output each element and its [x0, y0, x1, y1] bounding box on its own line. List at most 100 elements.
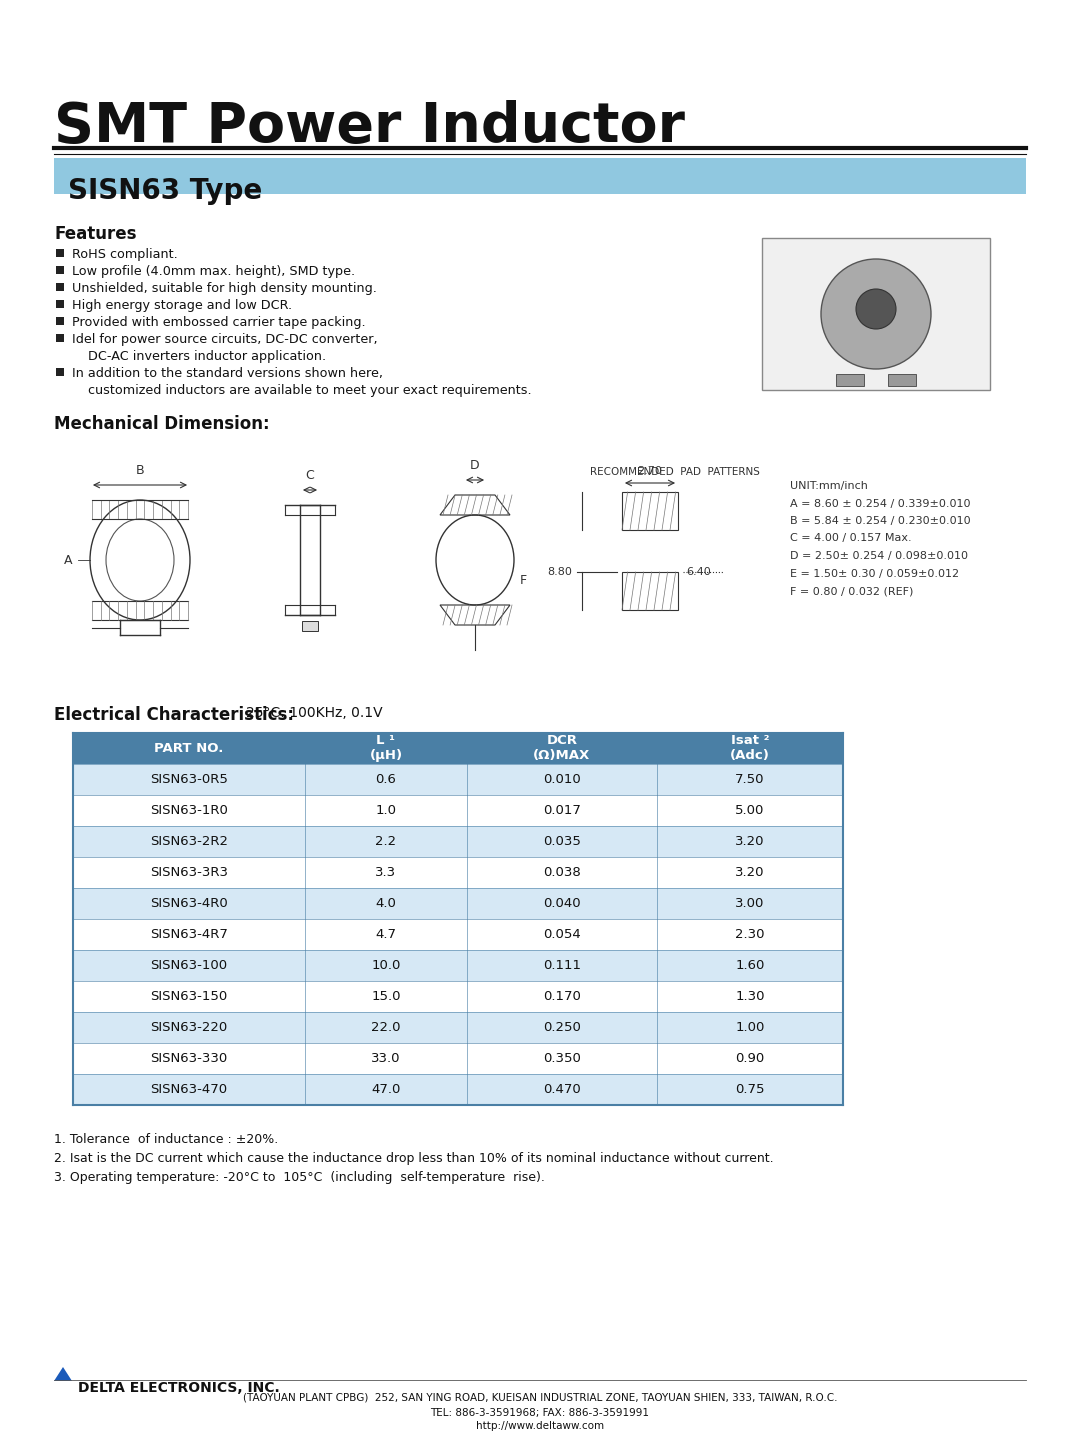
- Text: 2.30: 2.30: [735, 928, 765, 940]
- Text: 0.111: 0.111: [543, 959, 581, 972]
- Text: A = 8.60 ± 0.254 / 0.339±0.010: A = 8.60 ± 0.254 / 0.339±0.010: [789, 499, 971, 509]
- Text: Isat ²
(Adc): Isat ² (Adc): [730, 735, 770, 762]
- FancyBboxPatch shape: [73, 919, 843, 951]
- Text: RECOMMENDED  PAD  PATTERNS: RECOMMENDED PAD PATTERNS: [590, 467, 760, 477]
- Text: 10.0: 10.0: [372, 959, 401, 972]
- Text: In addition to the standard versions shown here,: In addition to the standard versions sho…: [72, 367, 383, 380]
- Text: SISN63-2R2: SISN63-2R2: [150, 835, 228, 848]
- Text: PART NO.: PART NO.: [154, 742, 224, 755]
- Text: 25°C: 100KHz, 0.1V: 25°C: 100KHz, 0.1V: [246, 706, 382, 720]
- Text: 2. Isat is the DC current which cause the inductance drop less than 10% of its n: 2. Isat is the DC current which cause th…: [54, 1152, 773, 1165]
- Text: 3.20: 3.20: [735, 866, 765, 879]
- FancyBboxPatch shape: [73, 1074, 843, 1104]
- Text: 2.70: 2.70: [637, 466, 662, 476]
- Text: 4.0: 4.0: [376, 897, 396, 910]
- Text: 1.60: 1.60: [735, 959, 765, 972]
- Text: 0.035: 0.035: [543, 835, 581, 848]
- Text: 5.00: 5.00: [735, 804, 765, 817]
- Text: 0.038: 0.038: [543, 866, 581, 879]
- FancyBboxPatch shape: [56, 301, 64, 308]
- FancyBboxPatch shape: [56, 334, 64, 342]
- Text: C: C: [306, 469, 314, 482]
- Text: A: A: [64, 554, 72, 567]
- Text: SMT Power Inductor: SMT Power Inductor: [54, 101, 685, 154]
- Text: SISN63-100: SISN63-100: [150, 959, 228, 972]
- Text: 0.470: 0.470: [543, 1083, 581, 1096]
- Text: High energy storage and low DCR.: High energy storage and low DCR.: [72, 299, 292, 312]
- FancyBboxPatch shape: [56, 368, 64, 375]
- Text: Features: Features: [54, 224, 136, 243]
- Text: 3.00: 3.00: [735, 897, 765, 910]
- Text: 1. Tolerance  of inductance : ±20%.: 1. Tolerance of inductance : ±20%.: [54, 1133, 279, 1146]
- Text: 3.20: 3.20: [735, 835, 765, 848]
- Text: 0.040: 0.040: [543, 897, 581, 910]
- Text: SISN63-4R0: SISN63-4R0: [150, 897, 228, 910]
- Text: 33.0: 33.0: [372, 1053, 401, 1066]
- Text: (TAOYUAN PLANT CPBG)  252, SAN YING ROAD, KUEISAN INDUSTRIAL ZONE, TAOYUAN SHIEN: (TAOYUAN PLANT CPBG) 252, SAN YING ROAD,…: [243, 1393, 837, 1403]
- FancyBboxPatch shape: [56, 283, 64, 290]
- Text: SISN63-330: SISN63-330: [150, 1053, 228, 1066]
- Text: F = 0.80 / 0.032 (REF): F = 0.80 / 0.032 (REF): [789, 587, 914, 595]
- Polygon shape: [54, 1368, 72, 1380]
- Text: SISN63-4R7: SISN63-4R7: [150, 928, 228, 940]
- Text: SISN63-1R0: SISN63-1R0: [150, 804, 228, 817]
- Text: 0.010: 0.010: [543, 774, 581, 787]
- FancyBboxPatch shape: [73, 889, 843, 919]
- Text: 2.2: 2.2: [376, 835, 396, 848]
- FancyBboxPatch shape: [73, 733, 843, 764]
- Text: 47.0: 47.0: [372, 1083, 401, 1096]
- Text: http://www.deltaww.com: http://www.deltaww.com: [476, 1421, 604, 1431]
- Text: Idel for power source circuits, DC-DC converter,: Idel for power source circuits, DC-DC co…: [72, 334, 378, 347]
- Text: C = 4.00 / 0.157 Max.: C = 4.00 / 0.157 Max.: [789, 533, 912, 544]
- FancyBboxPatch shape: [73, 951, 843, 981]
- Text: UNIT:mm/inch: UNIT:mm/inch: [789, 480, 868, 490]
- Text: SISN63-3R3: SISN63-3R3: [150, 866, 228, 879]
- Text: SISN63-0R5: SISN63-0R5: [150, 774, 228, 787]
- FancyBboxPatch shape: [73, 1043, 843, 1074]
- Text: 8.80: 8.80: [548, 567, 572, 577]
- Text: SISN63-150: SISN63-150: [150, 989, 228, 1002]
- Text: 3. Operating temperature: -20°C to  105°C  (including  self-temperature  rise).: 3. Operating temperature: -20°C to 105°C…: [54, 1171, 545, 1183]
- Text: D: D: [470, 459, 480, 472]
- Text: Mechanical Dimension:: Mechanical Dimension:: [54, 416, 270, 433]
- Text: L ¹
(μH): L ¹ (μH): [369, 735, 403, 762]
- FancyBboxPatch shape: [73, 857, 843, 889]
- Text: SISN63-220: SISN63-220: [150, 1021, 228, 1034]
- FancyBboxPatch shape: [762, 239, 990, 390]
- Text: B: B: [136, 464, 145, 477]
- Text: B = 5.84 ± 0.254 / 0.230±0.010: B = 5.84 ± 0.254 / 0.230±0.010: [789, 516, 971, 526]
- Text: customized inductors are available to meet your exact requirements.: customized inductors are available to me…: [87, 384, 531, 397]
- Text: 0.75: 0.75: [735, 1083, 765, 1096]
- Text: DCR
(Ω)MAX: DCR (Ω)MAX: [534, 735, 591, 762]
- Text: Unshielded, suitable for high density mounting.: Unshielded, suitable for high density mo…: [72, 282, 377, 295]
- Text: TEL: 886-3-3591968; FAX: 886-3-3591991: TEL: 886-3-3591968; FAX: 886-3-3591991: [431, 1408, 649, 1418]
- Text: Low profile (4.0mm max. height), SMD type.: Low profile (4.0mm max. height), SMD typ…: [72, 265, 355, 278]
- Text: DELTA ELECTRONICS, INC.: DELTA ELECTRONICS, INC.: [78, 1380, 280, 1395]
- Text: 4.7: 4.7: [376, 928, 396, 940]
- FancyBboxPatch shape: [73, 825, 843, 857]
- Text: 15.0: 15.0: [372, 989, 401, 1002]
- Text: Electrical Characteristics:: Electrical Characteristics:: [54, 706, 294, 723]
- Text: Provided with embossed carrier tape packing.: Provided with embossed carrier tape pack…: [72, 316, 366, 329]
- Text: 1.00: 1.00: [735, 1021, 765, 1034]
- Text: F: F: [519, 574, 527, 587]
- Text: 22.0: 22.0: [372, 1021, 401, 1034]
- Text: SISN63 Type: SISN63 Type: [68, 177, 262, 206]
- Text: 0.250: 0.250: [543, 1021, 581, 1034]
- Circle shape: [821, 259, 931, 370]
- FancyBboxPatch shape: [56, 316, 64, 325]
- FancyBboxPatch shape: [56, 266, 64, 275]
- FancyBboxPatch shape: [73, 795, 843, 825]
- Text: 0.6: 0.6: [376, 774, 396, 787]
- Text: 1.30: 1.30: [735, 989, 765, 1002]
- Text: DC-AC inverters inductor application.: DC-AC inverters inductor application.: [87, 349, 326, 362]
- Text: 3.3: 3.3: [376, 866, 396, 879]
- FancyBboxPatch shape: [56, 249, 64, 257]
- FancyBboxPatch shape: [54, 158, 1026, 194]
- Text: 7.50: 7.50: [735, 774, 765, 787]
- Text: 0.170: 0.170: [543, 989, 581, 1002]
- Text: 0.054: 0.054: [543, 928, 581, 940]
- Text: 1.0: 1.0: [376, 804, 396, 817]
- FancyBboxPatch shape: [888, 374, 916, 385]
- Text: 0.017: 0.017: [543, 804, 581, 817]
